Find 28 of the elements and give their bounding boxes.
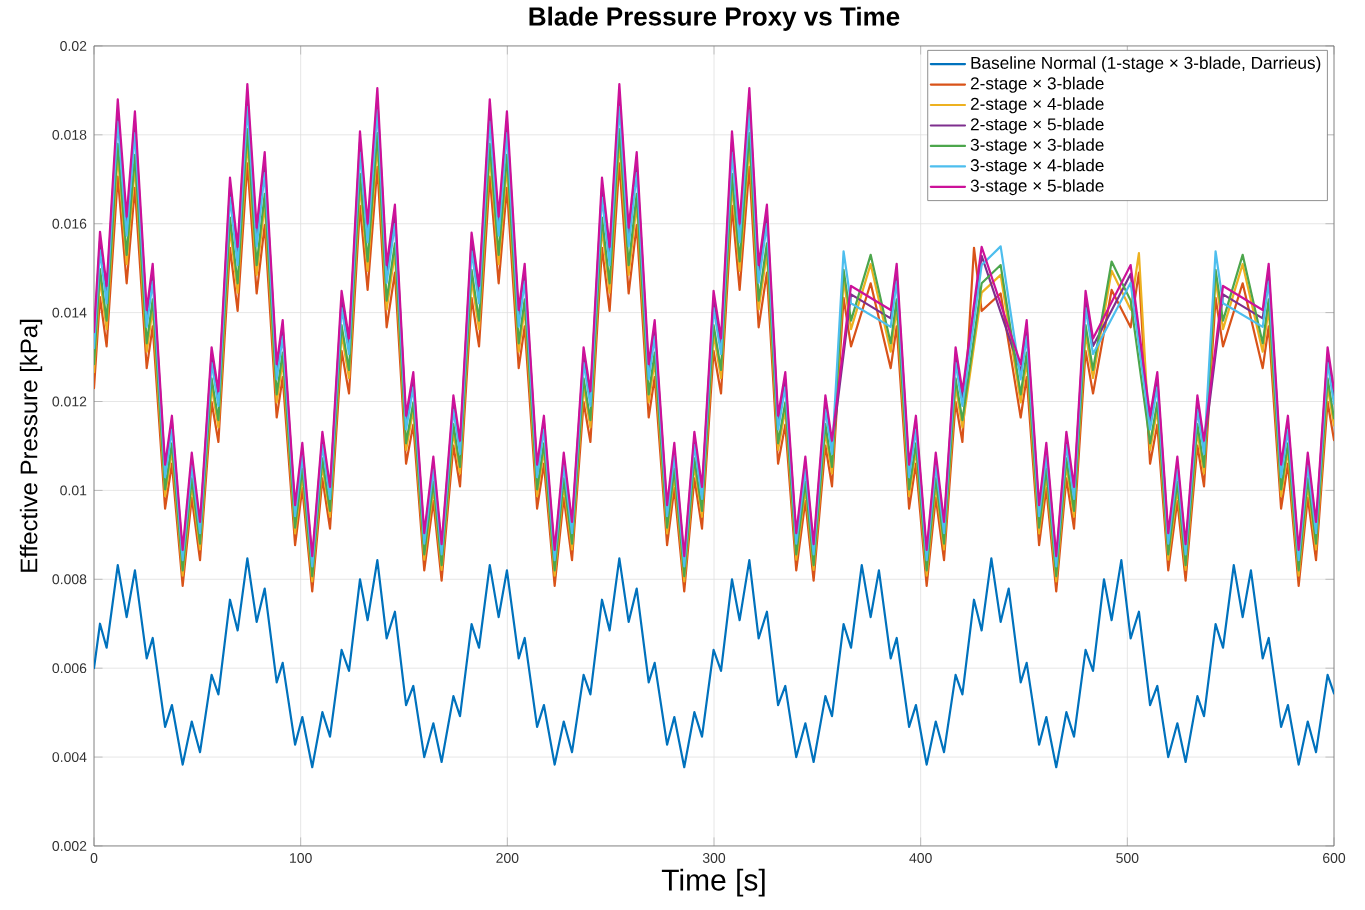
- y-axis-title: Effective Pressure [kPa]: [19, 319, 43, 572]
- legend-label: 2-stage × 4-blade: [970, 97, 1104, 114]
- line-series: [94, 557, 1334, 769]
- chart-title: Blade Pressure Proxy vs Time: [529, 6, 900, 31]
- x-tick-label: 300: [702, 853, 726, 863]
- legend-label: 3-stage × 5-blade: [970, 179, 1104, 196]
- y-tick-label: 0.02: [60, 41, 87, 51]
- y-tick-label: 0.012: [52, 396, 87, 407]
- x-tick-label: 100: [290, 853, 312, 863]
- y-tick-label: 0.006: [52, 663, 87, 674]
- x-tick-label: 500: [1116, 853, 1139, 863]
- y-tick-label: 0.014: [52, 307, 87, 318]
- x-tick-label: 600: [1323, 853, 1346, 863]
- y-tick-label: 0.002: [52, 841, 87, 851]
- legend-label: 2-stage × 5-blade: [970, 117, 1104, 134]
- legend-label: 3-stage × 4-blade: [970, 158, 1104, 175]
- legend-label: Baseline Normal (1-stage × 3-blade, Darrieus): [971, 56, 1321, 73]
- y-tick-label: 0.018: [52, 129, 87, 140]
- legend-label: 2-stage × 3-blade: [970, 76, 1104, 93]
- x-axis-title: Time [s]: [661, 868, 765, 897]
- y-tick-label: 0.008: [52, 574, 87, 585]
- y-tick-label: 0.01: [60, 485, 87, 496]
- y-tick-label: 0.004: [52, 752, 87, 763]
- x-tick-label: 200: [496, 853, 519, 863]
- x-tick-label: 0: [90, 853, 98, 863]
- legend-label: 3-stage × 3-blade: [970, 138, 1104, 155]
- x-tick-label: 400: [909, 853, 932, 863]
- y-tick-label: 0.016: [52, 218, 87, 229]
